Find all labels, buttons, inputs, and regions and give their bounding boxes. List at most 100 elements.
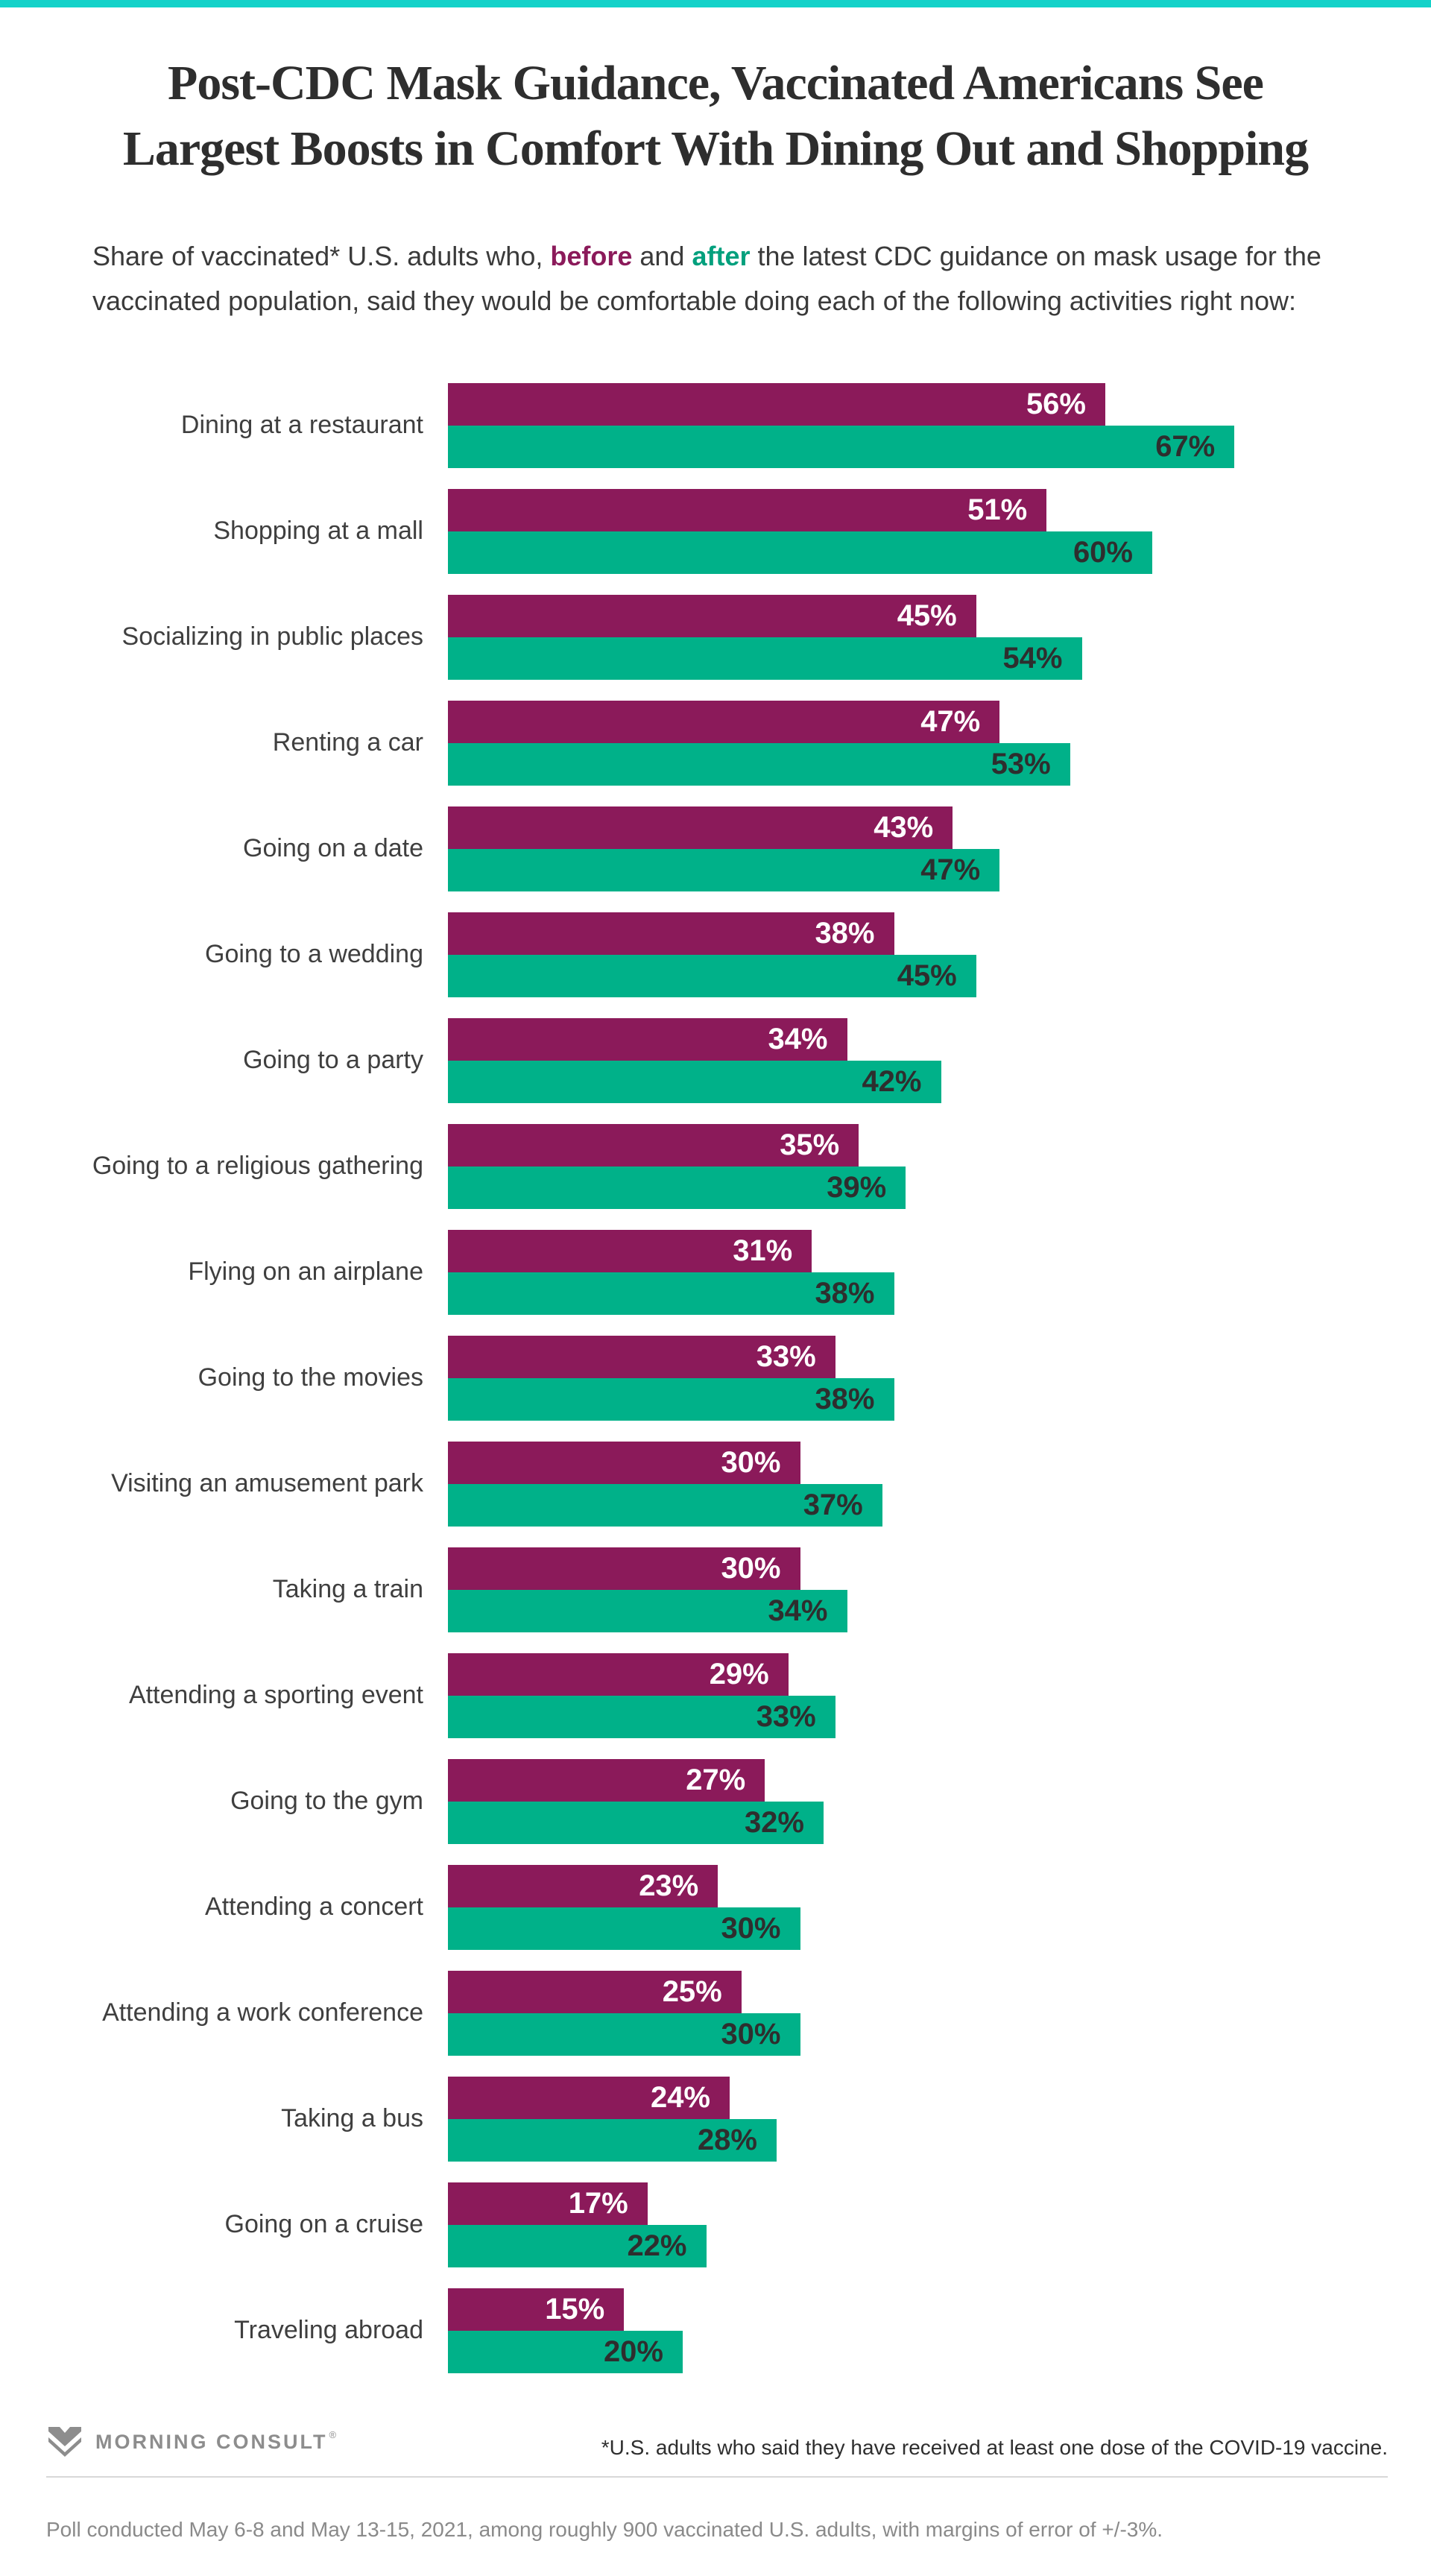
bar-before: 17% (448, 2182, 648, 2225)
bar-after-value: 42% (862, 1065, 922, 1098)
bar-after-value: 30% (721, 1912, 781, 1945)
bar-before-value: 56% (1026, 388, 1086, 420)
chart-row: Attending a work conference 25% 30% (0, 1971, 1431, 2056)
category-label: Going to a party (243, 1046, 423, 1075)
bar-after-value: 22% (627, 2229, 687, 2262)
page-title-line2: Largest Boosts in Comfort With Dining Ou… (122, 121, 1309, 176)
category-label: Attending a sporting event (128, 1681, 423, 1710)
bar-after: 33% (448, 1696, 835, 1738)
bar-after: 42% (448, 1061, 941, 1103)
bar-after: 45% (448, 955, 976, 997)
bar-before-value: 43% (874, 811, 934, 844)
bar-group: 43% 47% (448, 806, 1431, 891)
chart-row: Going to a religious gathering 35% 39% (0, 1124, 1431, 1209)
bar-after-value: 47% (920, 853, 981, 886)
bar-group: 45% 54% (448, 595, 1431, 680)
bar-group: 33% 38% (448, 1336, 1431, 1421)
bar-after: 38% (448, 1272, 894, 1315)
page-title: Post-CDC Mask Guidance, Vaccinated Ameri… (30, 51, 1401, 182)
bar-group: 35% 39% (448, 1124, 1431, 1209)
bar-before: 38% (448, 912, 894, 955)
bar-group: 51% 60% (448, 489, 1431, 574)
chart-row: Taking a bus 24% 28% (0, 2077, 1431, 2162)
bar-before: 30% (448, 1442, 800, 1484)
bar-after: 47% (448, 849, 1000, 891)
morning-consult-m-icon (48, 2427, 81, 2457)
bar-before: 35% (448, 1124, 859, 1167)
category-label: Traveling abroad (234, 2316, 423, 2345)
bar-after-value: 34% (768, 1594, 828, 1627)
bar-before: 51% (448, 489, 1047, 531)
bar-before-value: 35% (780, 1128, 840, 1161)
bar-before-value: 24% (650, 2081, 710, 2114)
bar-before-value: 17% (568, 2187, 628, 2220)
category-label: Taking a train (272, 1575, 423, 1604)
subtitle-before-word: before (550, 241, 633, 271)
bar-before: 56% (448, 383, 1105, 426)
bar-group: 31% 38% (448, 1230, 1431, 1315)
chart-row: Attending a sporting event 29% 33% (0, 1653, 1431, 1738)
bar-after: 34% (448, 1590, 847, 1632)
bar-before: 33% (448, 1336, 835, 1378)
chart: Dining at a restaurant 56% 67% Shopping at … (0, 383, 1431, 2373)
bar-before: 27% (448, 1759, 765, 1802)
chart-row: Going on a date 43% 47% (0, 806, 1431, 891)
bar-group: 29% 33% (448, 1653, 1431, 1738)
bar-after-value: 60% (1073, 536, 1133, 569)
poll-note: Poll conducted May 6-8 and May 13-15, 20… (46, 2518, 1163, 2541)
chart-row: Going on a cruise 17% 22% (0, 2182, 1431, 2267)
chart-row: Renting a car 47% 53% (0, 701, 1431, 786)
category-label: Shopping at a mall (213, 517, 423, 546)
bar-group: 38% 45% (448, 912, 1431, 997)
bar-after-value: 38% (815, 1383, 875, 1415)
bar-after-value: 67% (1155, 430, 1216, 463)
category-label: Flying on an airplane (188, 1257, 423, 1287)
bar-before-value: 33% (756, 1340, 816, 1373)
chart-row: Going to the movies 33% 38% (0, 1336, 1431, 1421)
bar-group: 17% 22% (448, 2182, 1431, 2267)
category-label: Going to the movies (198, 1363, 423, 1392)
bar-before-value: 30% (721, 1552, 781, 1585)
bar-before: 45% (448, 595, 976, 637)
bar-after: 28% (448, 2119, 777, 2162)
bar-after: 20% (448, 2331, 683, 2373)
trademark-symbol: ® (329, 2428, 339, 2440)
bar-before: 47% (448, 701, 1000, 743)
bar-before-value: 30% (721, 1446, 781, 1479)
bar-after-value: 54% (1002, 642, 1063, 675)
bar-before: 24% (448, 2077, 730, 2119)
bar-before: 30% (448, 1547, 800, 1590)
bar-before: 25% (448, 1971, 742, 2013)
bar-before: 15% (448, 2288, 625, 2331)
bar-before: 31% (448, 1230, 812, 1272)
footer-divider (46, 2476, 1388, 2478)
category-label: Going to a wedding (205, 940, 423, 969)
bar-after-value: 45% (897, 959, 957, 992)
bar-before-value: 51% (967, 493, 1028, 526)
top-accent-bar (0, 0, 1431, 7)
bar-before-value: 27% (686, 1764, 746, 1796)
chart-row: Visiting an amusement park 30% 37% (0, 1442, 1431, 1527)
chart-rows: Dining at a restaurant 56% 67% Shopping at … (0, 383, 1431, 2373)
bar-after: 32% (448, 1802, 824, 1844)
bar-before-value: 15% (545, 2293, 605, 2326)
subtitle-after-word: after (692, 241, 751, 271)
bar-group: 27% 32% (448, 1759, 1431, 1844)
category-label: Visiting an amusement park (111, 1469, 423, 1498)
bar-group: 25% 30% (448, 1971, 1431, 2056)
subtitle-line1-tail: the latest CDC guidance on mask usage fo… (750, 241, 1321, 271)
bar-after: 53% (448, 743, 1070, 786)
category-label: Taking a bus (281, 2104, 423, 2133)
bar-after: 38% (448, 1378, 894, 1421)
bar-after-value: 20% (603, 2335, 663, 2368)
bar-after-value: 33% (756, 1700, 816, 1733)
chart-row: Socializing in public places 45% 54% (0, 595, 1431, 680)
bar-group: 23% 30% (448, 1865, 1431, 1950)
chart-row: Flying on an airplane 31% 38% (0, 1230, 1431, 1315)
category-label: Attending a concert (205, 1892, 423, 1922)
page-title-line1: Post-CDC Mask Guidance, Vaccinated Ameri… (168, 56, 1264, 110)
bar-before-value: 23% (639, 1869, 699, 1902)
chart-row: Going to the gym 27% 32% (0, 1759, 1431, 1844)
bar-group: 30% 37% (448, 1442, 1431, 1527)
bar-before: 43% (448, 806, 953, 849)
